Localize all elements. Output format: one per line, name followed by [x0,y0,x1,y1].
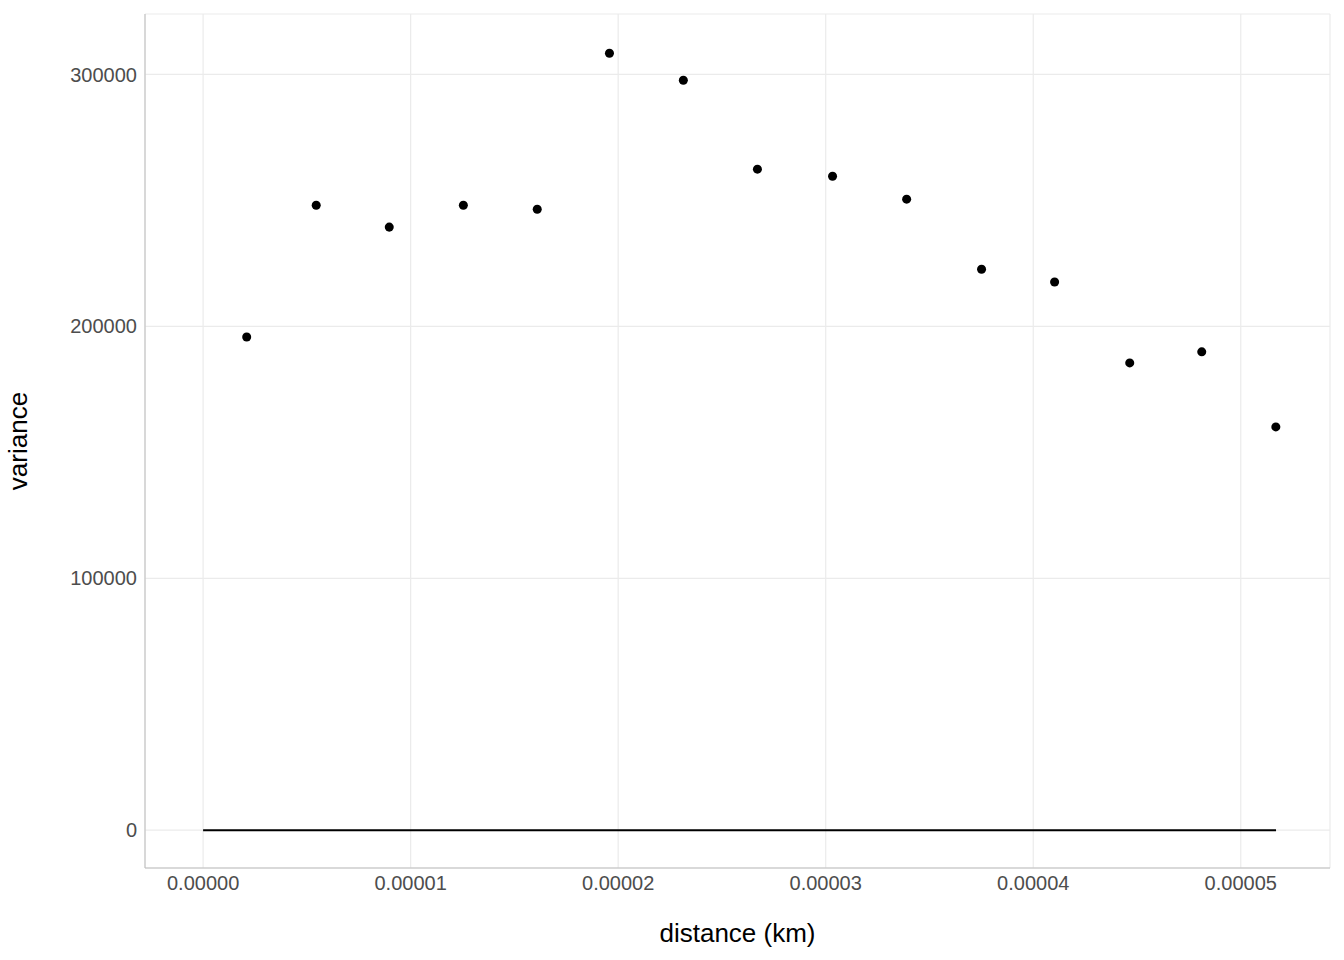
svg-text:300000: 300000 [70,64,137,86]
svg-text:variance: variance [8,392,33,490]
svg-text:0.00005: 0.00005 [1205,872,1277,894]
svg-text:distance (km): distance (km) [659,918,815,948]
svg-text:100000: 100000 [70,567,137,589]
svg-text:200000: 200000 [70,315,137,337]
svg-text:0.00000: 0.00000 [167,872,239,894]
svg-text:0.00003: 0.00003 [790,872,862,894]
svg-text:0.00001: 0.00001 [374,872,446,894]
svg-text:0: 0 [126,819,137,841]
svg-text:0.00004: 0.00004 [997,872,1069,894]
svg-text:0.00002: 0.00002 [582,872,654,894]
